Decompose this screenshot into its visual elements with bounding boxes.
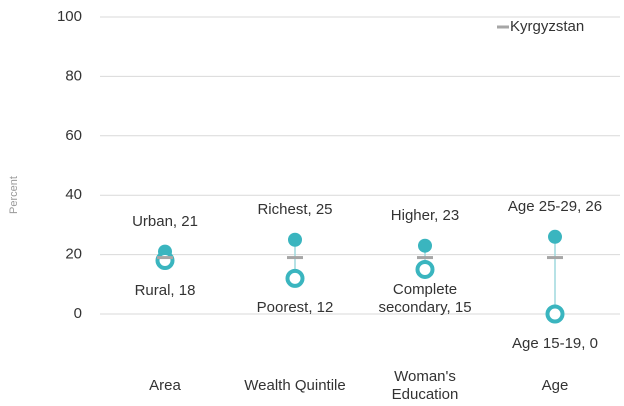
data-label: Higher, 23 <box>390 206 460 224</box>
ring <box>155 251 175 271</box>
x-tick-label: Wealth Quintile <box>244 377 346 394</box>
y-axis-label: Percent <box>8 176 20 214</box>
y-tick-label: 60 <box>65 127 82 144</box>
y-tick-label: 20 <box>65 246 82 263</box>
ring <box>545 304 565 324</box>
ring <box>415 259 435 279</box>
y-tick-label: 80 <box>65 67 82 84</box>
data-label: Rural, 18 <box>134 281 196 299</box>
data-label: Age 25-29, 26 <box>507 197 603 215</box>
x-tick-label: Woman's Education <box>391 368 459 403</box>
data-label: Urban, 21 <box>132 212 198 230</box>
x-tick-label: Area <box>149 377 181 394</box>
y-tick-label: 100 <box>57 8 82 25</box>
ring <box>285 268 305 288</box>
data-label: Richest, 25 <box>257 200 333 218</box>
data-label: Complete secondary, 15 <box>378 281 472 317</box>
dot <box>288 232 302 247</box>
data-label: Poorest, 12 <box>256 299 334 317</box>
legend-label: Kyrgyzstan <box>510 18 584 35</box>
y-tick-label: 0 <box>74 305 82 322</box>
y-tick-label: 40 <box>65 186 82 203</box>
dot <box>418 238 432 253</box>
dot <box>548 229 562 244</box>
x-tick-label: Age <box>541 377 569 394</box>
data-label: Age 15-19, 0 <box>512 335 598 352</box>
